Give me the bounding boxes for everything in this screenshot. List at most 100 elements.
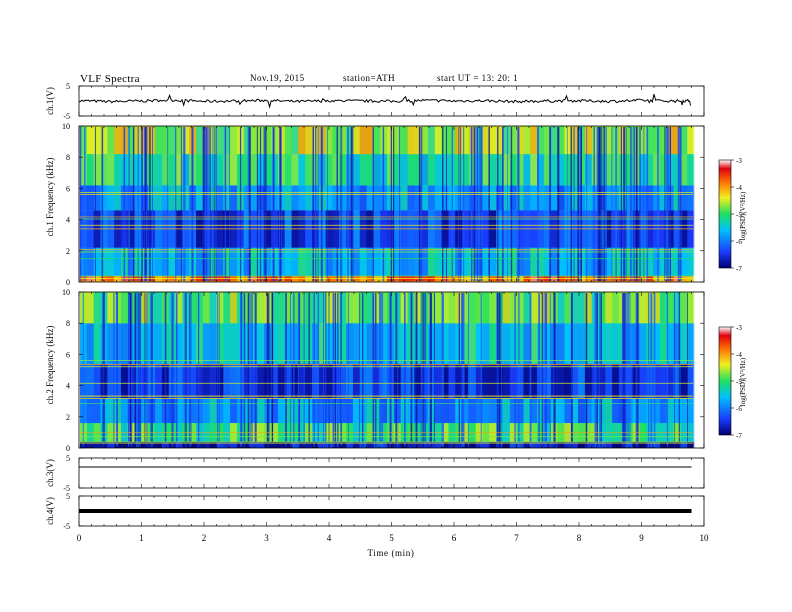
ch2-spectrogram-cell	[516, 423, 524, 442]
ch1-spectrogram-cell	[107, 126, 115, 155]
ch2-spectrogram-cell	[578, 423, 586, 442]
ch2-spectrogram-cell	[537, 441, 545, 448]
ch1-spectrogram-cell	[216, 247, 224, 276]
ch1-spectrogram-cell	[659, 154, 668, 186]
ch2-spectrogram-cell	[120, 441, 129, 448]
ch2-spectrogram-cell	[243, 363, 251, 399]
ch1-spectrogram-cell	[250, 154, 258, 186]
ch2-spectrogram-cell	[502, 441, 511, 448]
ch2-spectrogram-cell	[578, 323, 586, 364]
ch1-spectrogram-colorbar-tick-label: -6	[736, 238, 742, 246]
ch1-spectrogram-cell	[482, 126, 490, 155]
ch2-spectrogram-cell	[380, 292, 388, 324]
ch2-spectrogram-cell	[489, 323, 497, 364]
ch2-spectrogram-cell	[687, 398, 695, 424]
ch2-spectrogram-cell	[352, 363, 361, 399]
ch1-spectrogram-cell	[175, 185, 183, 211]
ch1-spectrogram-cell	[537, 154, 545, 186]
ch2-spectrogram-cell	[346, 441, 354, 448]
ch2-spectrogram-cell	[482, 323, 490, 364]
ch1-spectrogram-cell	[400, 185, 408, 211]
ch1-spectrogram-cell	[127, 126, 135, 155]
ch1-waveform-trace	[78, 93, 692, 109]
ch1-spectrogram-cell	[509, 126, 517, 155]
ch2-spectrogram-cell	[653, 441, 661, 448]
ch2-spectrogram-cell	[216, 323, 224, 364]
ch1-spectrogram-cell	[496, 154, 504, 186]
ch2-spectrogram-cell	[311, 423, 320, 442]
ch2-spectrogram-cell	[462, 292, 470, 324]
ch1-spectrogram-cell	[175, 126, 183, 155]
ch2-spectrogram-cell	[271, 292, 279, 324]
ch2-spectrogram-cell	[93, 441, 101, 448]
ch2-spectrogram-cell	[523, 398, 531, 424]
ch1-spectrogram-cell	[393, 154, 401, 186]
ch2-spectrogram-cell	[120, 423, 129, 442]
ch2-spectrogram-cell	[673, 398, 681, 424]
ch1-spectrogram-cell	[462, 185, 470, 211]
ch2-spectrogram-cell	[653, 292, 661, 324]
ch1-spectrogram-cell	[243, 126, 251, 155]
ch2-spectrogram-cell	[155, 292, 163, 324]
ch2-spectrogram-cell	[605, 423, 613, 442]
ch1-spectrogram-cell	[564, 126, 572, 155]
ch2-spectrogram-cell	[680, 441, 688, 448]
ch1-spectrogram-cell	[346, 154, 354, 186]
ch2-spectrogram-cell	[271, 441, 279, 448]
ch1-spectrogram-cell	[584, 126, 592, 155]
ch2-spectrogram-cell	[673, 323, 681, 364]
ch1-spectrogram-cell	[325, 154, 333, 186]
ch1-spectrogram-cell	[687, 126, 695, 155]
ch1-spectrogram-cell	[93, 185, 101, 211]
ch2-spectrogram-cell	[284, 363, 292, 399]
ch2-spectrogram-cell	[639, 363, 647, 399]
ch2-spectrogram-cell	[537, 423, 545, 442]
ch1-spectrogram-cell	[687, 247, 695, 276]
ch2-spectrogram-cell	[223, 323, 231, 364]
ch1-spectrogram-cell	[434, 126, 442, 155]
ch2-spectrogram-cell	[414, 441, 422, 448]
ch2-spectrogram-cell	[564, 398, 572, 424]
ch2-spectrogram-cell	[625, 363, 633, 399]
ch1-spectrogram-cell	[543, 247, 552, 276]
ch1-spectrogram-cell	[243, 185, 251, 211]
ch1-spectrogram-cell	[352, 247, 361, 276]
ch2-spectrogram-cell	[250, 363, 258, 399]
ch2-spectrogram-cell	[86, 398, 94, 424]
ch2-spectrogram-cell	[332, 441, 340, 448]
ch2-spectrogram-cell	[332, 423, 340, 442]
ch2-spectrogram-cell	[557, 323, 565, 364]
ch2-spectrogram-cell	[516, 398, 524, 424]
ch1-spectrogram-cell	[387, 126, 395, 155]
ch1-spectrogram-cell	[107, 247, 115, 276]
ch2-spectrogram-cell	[346, 292, 354, 324]
ch1-spectrogram-cell	[243, 154, 251, 186]
ch1-spectrogram-colorbar-tick-label: -4	[736, 184, 742, 192]
ch1-spectrogram-cell	[680, 185, 688, 211]
ch2-spectrogram-cell	[318, 441, 326, 448]
ch1-spectrogram-cell	[93, 247, 101, 276]
ch1-spectrogram-cell	[195, 247, 204, 276]
ch2-spectrogram-cell	[612, 363, 620, 399]
ch2-spectrogram-cell	[482, 363, 490, 399]
ch2-spectrogram-cell	[482, 398, 490, 424]
ch1-spectrogram-cell	[502, 154, 511, 186]
ch1-spectrogram-cell	[421, 247, 429, 276]
ch1-spectrogram-cell	[550, 247, 558, 276]
ch1-spectrogram-cell	[332, 126, 340, 155]
ch2-spectrogram-cell	[584, 292, 592, 324]
ch1-spectrogram-cell	[625, 247, 633, 276]
ch2-spectrogram-cell	[468, 363, 476, 399]
ch2-spectrogram-cell	[646, 323, 654, 364]
ch1-spectrogram-cell	[618, 154, 627, 186]
ch1-spectrogram-ytick-label: 4	[66, 216, 70, 225]
x-tick-label: 0	[77, 533, 82, 543]
ch2-spectrogram-cell	[393, 423, 401, 442]
ch2-spectrogram-cell	[543, 323, 552, 364]
ch2-spectrogram-cell	[352, 323, 361, 364]
ch2-spectrogram-cell	[509, 292, 517, 324]
ch2-spectrogram-cell	[502, 398, 511, 424]
ch1-spectrogram-cell	[557, 247, 565, 276]
ch1-spectrogram-cell	[291, 126, 299, 155]
